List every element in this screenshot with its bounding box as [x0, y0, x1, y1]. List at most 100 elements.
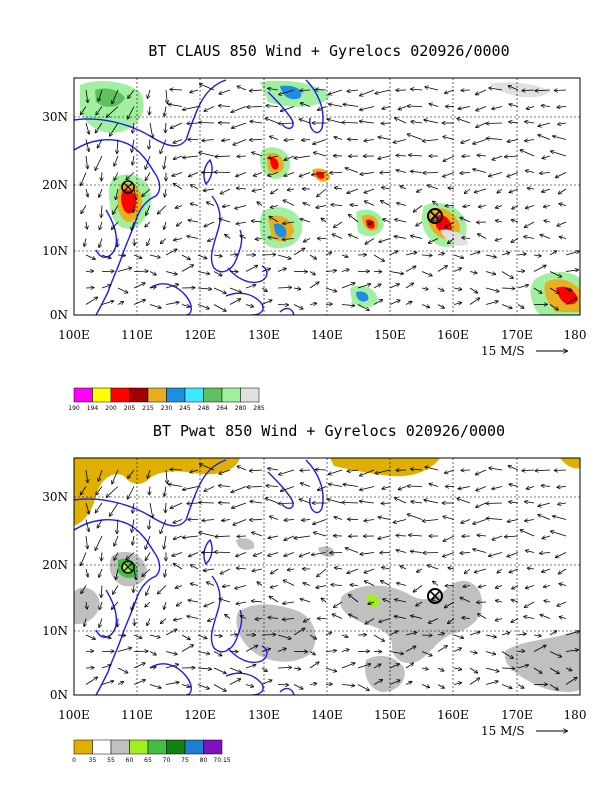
- wind-vector: [360, 486, 375, 491]
- wind-vector: [128, 106, 135, 119]
- wind-vector: [378, 137, 391, 140]
- wind-vector: [549, 304, 558, 310]
- wind-vector: [469, 632, 480, 636]
- wind-vector: [525, 601, 535, 607]
- x-tick-label: 120E: [184, 708, 216, 722]
- wind-vector: [147, 469, 151, 478]
- wind-vector: [395, 219, 407, 223]
- wind-vector: [347, 568, 359, 573]
- wind-vector: [507, 140, 519, 142]
- wind-vector: [317, 188, 327, 197]
- wind-vector: [294, 155, 311, 158]
- wind-vector: [81, 585, 87, 594]
- wind-vector: [334, 221, 343, 227]
- wind-vector: [423, 140, 439, 142]
- y-tick-label: 10N: [42, 624, 68, 638]
- wind-vector: [213, 287, 226, 293]
- wind-vector: [360, 501, 375, 503]
- wind-vector: [318, 106, 327, 111]
- wind-vector: [270, 516, 279, 520]
- wind-vector: [541, 106, 551, 107]
- map-1-gyre-markers: [121, 180, 443, 224]
- wind-vector: [517, 304, 524, 309]
- map-2-grid: [74, 458, 580, 695]
- wind-vector: [284, 140, 295, 141]
- wind-vector: [281, 486, 295, 492]
- colorbar-swatch: [110, 387, 130, 403]
- wind-vector: [497, 568, 503, 573]
- wind-vector: [551, 531, 567, 537]
- wind-vector: [113, 585, 119, 595]
- wind-vector: [268, 237, 279, 238]
- wind-vector: [433, 201, 439, 206]
- wind-vector: [407, 106, 423, 107]
- map-2-y-ticks: 0N 10N 20N 30N: [42, 490, 68, 702]
- wind-vector: [540, 235, 551, 239]
- wind-vector: [318, 486, 327, 491]
- wind-vector: [204, 221, 215, 227]
- wind-vector: [549, 251, 557, 256]
- wind-vector: [551, 151, 567, 157]
- wind-vector: [373, 254, 384, 261]
- wind-vector: [389, 251, 398, 256]
- wind-vector: [117, 302, 123, 305]
- wind-vector: [97, 139, 103, 148]
- wind-vector: [329, 469, 343, 474]
- wind-vector: [478, 234, 487, 239]
- wind-vector: [365, 581, 375, 586]
- wind-vector: [453, 303, 461, 305]
- wind-vector: [95, 122, 103, 133]
- wind-vector: [174, 239, 183, 241]
- x-tick-label: 170E: [501, 708, 533, 722]
- wind-vector: [114, 172, 119, 181]
- wind-vector: [473, 549, 487, 553]
- wind-vector: [342, 502, 359, 503]
- wind-vector: [335, 568, 343, 569]
- wind-vector: [117, 287, 128, 293]
- wind-vector: [208, 239, 215, 242]
- wind-vector: [128, 486, 135, 499]
- wind-vector: [313, 139, 327, 145]
- wind-vector: [393, 139, 407, 143]
- wind-vector: [240, 236, 247, 239]
- wind-vector: [559, 617, 567, 619]
- wind-vector: [473, 519, 487, 525]
- wind-vector: [81, 205, 87, 214]
- wind-vector: [505, 156, 519, 157]
- wind-vector: [231, 106, 247, 113]
- wind-vector: [397, 583, 407, 586]
- wind-vector: [473, 139, 487, 145]
- x-tick-label: 130E: [248, 708, 280, 722]
- wind-vector: [360, 173, 375, 175]
- x-tick-label: 180: [564, 328, 587, 342]
- wind-vector: [425, 467, 439, 471]
- wind-vector: [164, 106, 166, 117]
- wind-vector: [389, 664, 399, 669]
- wind-vector: [343, 104, 359, 107]
- wind-vector: [407, 486, 423, 487]
- wind-vector: [509, 484, 519, 486]
- wind-vector: [559, 237, 567, 239]
- wind-vector: [303, 203, 311, 206]
- wind-vector: [255, 239, 263, 240]
- wind-vector: [96, 486, 103, 495]
- wind-vector: [229, 635, 237, 636]
- wind-vector: [181, 645, 193, 652]
- wind-vector: [270, 136, 279, 140]
- wind-vector: [237, 466, 247, 471]
- colorbar-swatch: [129, 739, 149, 755]
- wind-vector: [101, 205, 102, 218]
- wind-vector: [222, 140, 231, 141]
- wind-vector: [334, 137, 343, 140]
- wind-vector: [279, 469, 295, 475]
- wind-vector: [381, 201, 391, 206]
- wind-vector: [427, 185, 439, 190]
- wind-vector: [462, 238, 471, 239]
- map-1-title: BT CLAUS 850 Wind + Gyrelocs 020926/0000: [148, 42, 509, 60]
- wind-vector: [213, 304, 226, 312]
- wind-vector: [395, 599, 407, 603]
- wind-vector: [145, 172, 151, 181]
- wind-vector: [299, 119, 311, 124]
- wind-vector: [533, 667, 542, 673]
- map-1-colorbar: 190 194 200 205 215 230 245 248 264 280 285: [68, 387, 265, 412]
